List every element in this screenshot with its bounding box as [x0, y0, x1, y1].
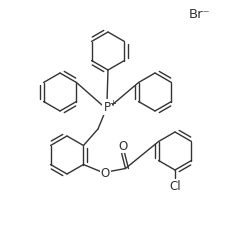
- Text: O: O: [118, 139, 127, 152]
- Text: +: +: [110, 98, 116, 107]
- Text: Cl: Cl: [169, 180, 181, 193]
- Text: O: O: [101, 166, 110, 179]
- Text: P: P: [103, 101, 111, 114]
- Text: Br⁻: Br⁻: [189, 7, 211, 20]
